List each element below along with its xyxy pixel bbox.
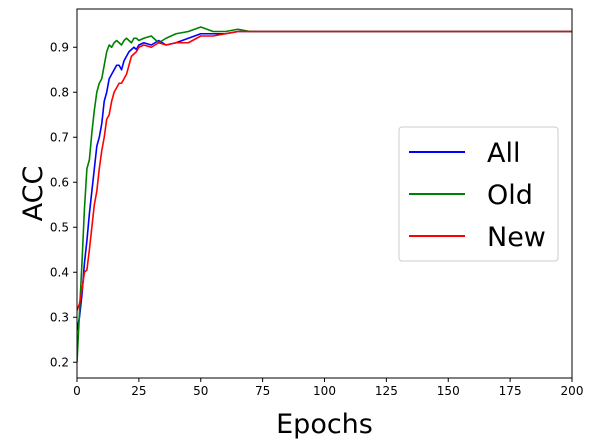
- x-axis-label: Epochs: [276, 409, 373, 440]
- x-tick-label: 100: [313, 384, 336, 398]
- y-axis-label: ACC: [18, 166, 49, 222]
- x-tick-label: 150: [437, 384, 460, 398]
- y-tick-label: 0.8: [50, 85, 69, 99]
- series-line-new: [77, 30, 572, 311]
- legend-box: [398, 126, 559, 262]
- y-tick-label: 0.5: [50, 220, 69, 234]
- y-tick-label: 0.6: [50, 175, 69, 189]
- y-tick-label: 0.7: [50, 130, 69, 144]
- legend-label-all: All: [487, 138, 520, 169]
- x-tick-label: 125: [375, 384, 398, 398]
- x-tick-label: 75: [255, 384, 270, 398]
- y-tick-label: 0.2: [50, 355, 69, 369]
- series-layer: [77, 26, 572, 363]
- x-tick-label: 200: [561, 384, 584, 398]
- x-tick-label: 50: [193, 384, 208, 398]
- y-ticks: 0.2 0.3 0.4 0.5 0.6 0.7 0.8 0.9: [50, 40, 77, 369]
- y-tick-label: 0.9: [50, 40, 69, 54]
- legend-label-new: New: [487, 222, 546, 253]
- legend-label-old: Old: [487, 180, 533, 211]
- x-ticks: 0 25 50 75 100 125 150 175 200: [73, 378, 583, 398]
- legend: All Old New: [398, 126, 559, 262]
- x-tick-label: 25: [131, 384, 146, 398]
- x-tick-label: 0: [73, 384, 81, 398]
- y-tick-label: 0.4: [50, 265, 69, 279]
- x-tick-label: 175: [499, 384, 522, 398]
- y-tick-label: 0.3: [50, 310, 69, 324]
